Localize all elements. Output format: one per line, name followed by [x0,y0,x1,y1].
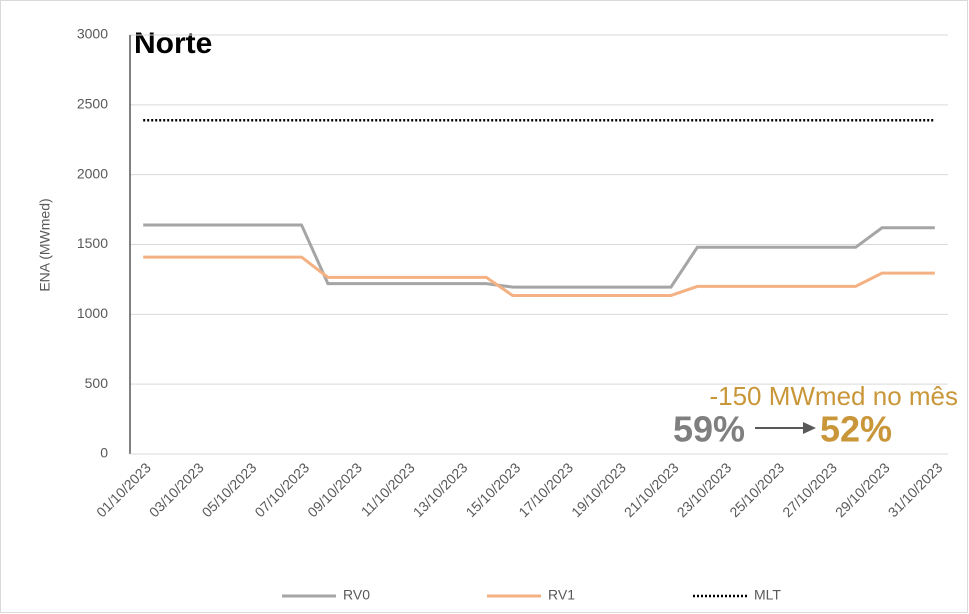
legend-label: RV0 [343,587,370,603]
annotation: -150 MWmed no mês [709,381,958,411]
annotation: 52% [820,409,892,450]
y-tick-label: 1000 [77,305,108,321]
legend-label: RV1 [548,587,575,603]
y-tick-label: 2500 [77,96,108,112]
y-tick-label: 2000 [77,165,108,181]
y-tick-label: 500 [85,375,109,391]
y-tick-label: 0 [100,445,108,461]
arrow-head [803,422,816,434]
line-series [143,255,935,297]
line-series [143,223,935,289]
y-axis-label: ENA (MWmed) [37,198,53,291]
y-tick-label: 1500 [77,235,108,251]
legend-label: MLT [754,587,781,603]
y-tick-label: 3000 [77,26,108,42]
chart-title: Norte [134,27,212,60]
annotation: 59% [673,409,745,450]
